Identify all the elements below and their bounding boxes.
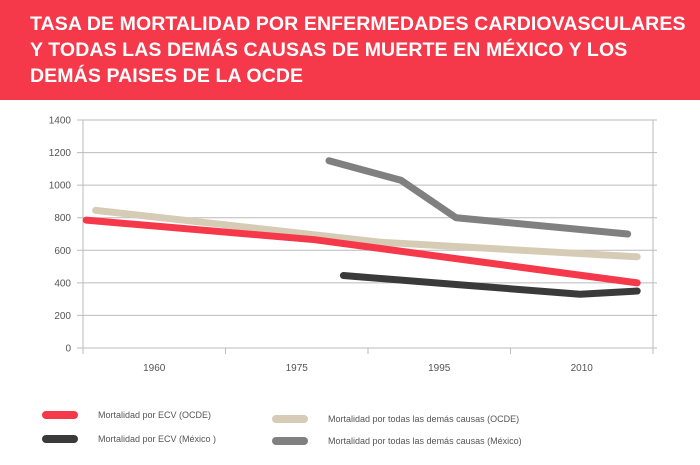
legend-label: Mortalidad por ECV (México ) xyxy=(98,434,217,444)
x-tick-label: 2010 xyxy=(571,363,594,374)
y-tick-label: 0 xyxy=(65,344,71,355)
y-tick-label: 1400 xyxy=(49,116,72,127)
x-tick-label: 1960 xyxy=(143,363,166,374)
y-tick-label: 800 xyxy=(54,213,71,224)
series-line xyxy=(339,272,641,298)
chart-title: TASA DE MORTALIDAD POR ENFERMEDADES CARD… xyxy=(30,13,686,87)
line-chart: 0 200 400 600 800 1000 1200 1400 1960 1975 1995 201… xyxy=(49,116,657,374)
series-line xyxy=(92,206,641,261)
x-tick-label: 1975 xyxy=(286,363,309,374)
legend-label: Mortalidad por todas las demás causas (M… xyxy=(328,436,522,446)
legend-swatch xyxy=(42,411,78,419)
series-line xyxy=(82,216,641,287)
y-tick-label: 1200 xyxy=(49,148,72,159)
legend-swatch xyxy=(272,415,308,423)
y-tick-label: 400 xyxy=(54,278,71,289)
legend-item: Mortalidad por todas las demás causas (M… xyxy=(272,436,522,446)
legend-item: Mortalidad por todas las demás causas (O… xyxy=(272,414,519,424)
y-tick-label: 600 xyxy=(54,246,71,257)
legend-swatch xyxy=(272,437,308,445)
legend-label: Mortalidad por todas las demás causas (O… xyxy=(328,414,520,424)
series-line xyxy=(325,157,632,238)
y-tick-label: 200 xyxy=(54,311,71,322)
title-banner: TASA DE MORTALIDAD POR ENFERMEDADES CARD… xyxy=(0,0,700,100)
y-tick-label: 1000 xyxy=(49,181,72,192)
legend-item: Mortalidad por ECV (México ) xyxy=(42,434,216,444)
legend-label: Mortalidad por ECV (OCDE) xyxy=(98,410,212,420)
legend-item: Mortalidad por ECV (OCDE) xyxy=(42,410,211,420)
x-tick-label: 1995 xyxy=(428,363,451,374)
legend-swatch xyxy=(42,435,78,443)
